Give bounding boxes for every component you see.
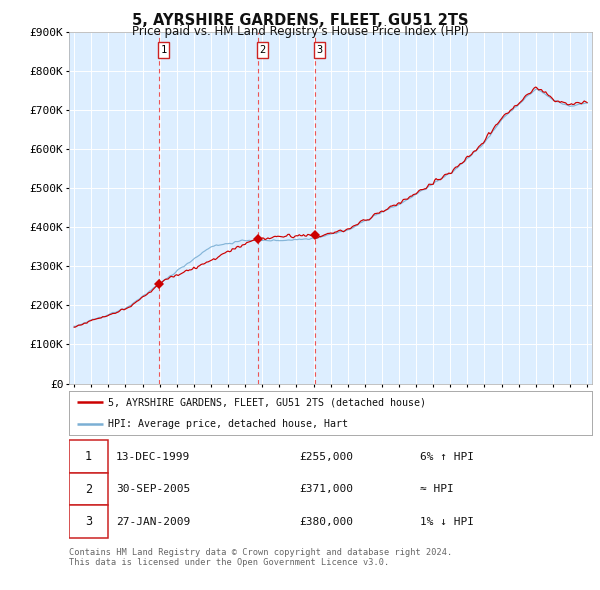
Text: This data is licensed under the Open Government Licence v3.0.: This data is licensed under the Open Gov… — [69, 558, 389, 567]
FancyBboxPatch shape — [69, 440, 108, 473]
Text: 5, AYRSHIRE GARDENS, FLEET, GU51 2TS: 5, AYRSHIRE GARDENS, FLEET, GU51 2TS — [132, 13, 468, 28]
Text: £371,000: £371,000 — [299, 484, 353, 494]
Text: 2: 2 — [85, 483, 92, 496]
FancyBboxPatch shape — [69, 506, 108, 538]
FancyBboxPatch shape — [69, 473, 108, 506]
Text: 27-JAN-2009: 27-JAN-2009 — [116, 517, 190, 527]
Text: Price paid vs. HM Land Registry's House Price Index (HPI): Price paid vs. HM Land Registry's House … — [131, 25, 469, 38]
Text: £255,000: £255,000 — [299, 451, 353, 461]
Text: 1: 1 — [85, 450, 92, 463]
Text: 13-DEC-1999: 13-DEC-1999 — [116, 451, 190, 461]
Text: 1: 1 — [160, 45, 167, 55]
Text: 2: 2 — [260, 45, 266, 55]
Text: 6% ↑ HPI: 6% ↑ HPI — [419, 451, 473, 461]
Text: 5, AYRSHIRE GARDENS, FLEET, GU51 2TS (detached house): 5, AYRSHIRE GARDENS, FLEET, GU51 2TS (de… — [108, 397, 426, 407]
Text: HPI: Average price, detached house, Hart: HPI: Average price, detached house, Hart — [108, 419, 348, 429]
Text: ≈ HPI: ≈ HPI — [419, 484, 453, 494]
Text: 1% ↓ HPI: 1% ↓ HPI — [419, 517, 473, 527]
Text: 3: 3 — [317, 45, 323, 55]
Text: 30-SEP-2005: 30-SEP-2005 — [116, 484, 190, 494]
Text: 3: 3 — [85, 515, 92, 528]
Text: £380,000: £380,000 — [299, 517, 353, 527]
Text: Contains HM Land Registry data © Crown copyright and database right 2024.: Contains HM Land Registry data © Crown c… — [69, 548, 452, 556]
